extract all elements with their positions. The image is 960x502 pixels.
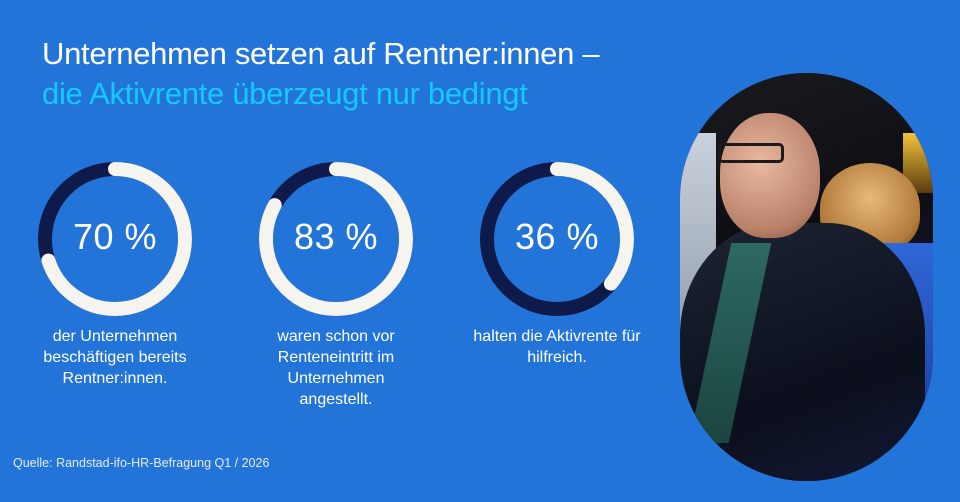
photo-man-head — [720, 113, 820, 238]
donut-ring-svg — [38, 162, 192, 316]
stat-card-3: 36 % halten die Aktivrente für hilfreich… — [447, 160, 667, 368]
stat-card-2: 83 % waren schon vor Renteneintritt im U… — [226, 160, 446, 410]
donut-ring-svg — [259, 162, 413, 316]
portrait-photo — [680, 73, 933, 481]
page-title: Unternehmen setzen auf Rentner:innen – d… — [42, 34, 600, 114]
title-line-1: Unternehmen setzen auf Rentner:innen – — [42, 36, 600, 71]
donut-chart-2: 83 % — [257, 160, 415, 318]
stat-value: 70 % — [72, 216, 158, 257]
stat-description: waren schon vor Renteneintritt im Untern… — [277, 328, 395, 408]
donut-ring-svg — [480, 162, 634, 316]
donut-chart-1: 70 % — [36, 160, 194, 318]
glasses-icon — [718, 143, 784, 163]
stat-card-1: 70 % der Unternehmen beschäftigen bereit… — [5, 160, 225, 389]
stat-description: der Unternehmen beschäftigen bereits Ren… — [43, 328, 187, 387]
source-note: Quelle: Randstad-ifo-HR-Befragung Q1 / 2… — [13, 456, 270, 470]
stat-description: halten die Aktivrente für hilfreich. — [473, 328, 641, 366]
title-line-2: die Aktivrente überzeugt nur bedingt — [42, 76, 528, 111]
donut-chart-3: 36 % — [478, 160, 636, 318]
stat-value: 83 % — [293, 216, 379, 257]
stat-value: 36 % — [514, 216, 600, 257]
